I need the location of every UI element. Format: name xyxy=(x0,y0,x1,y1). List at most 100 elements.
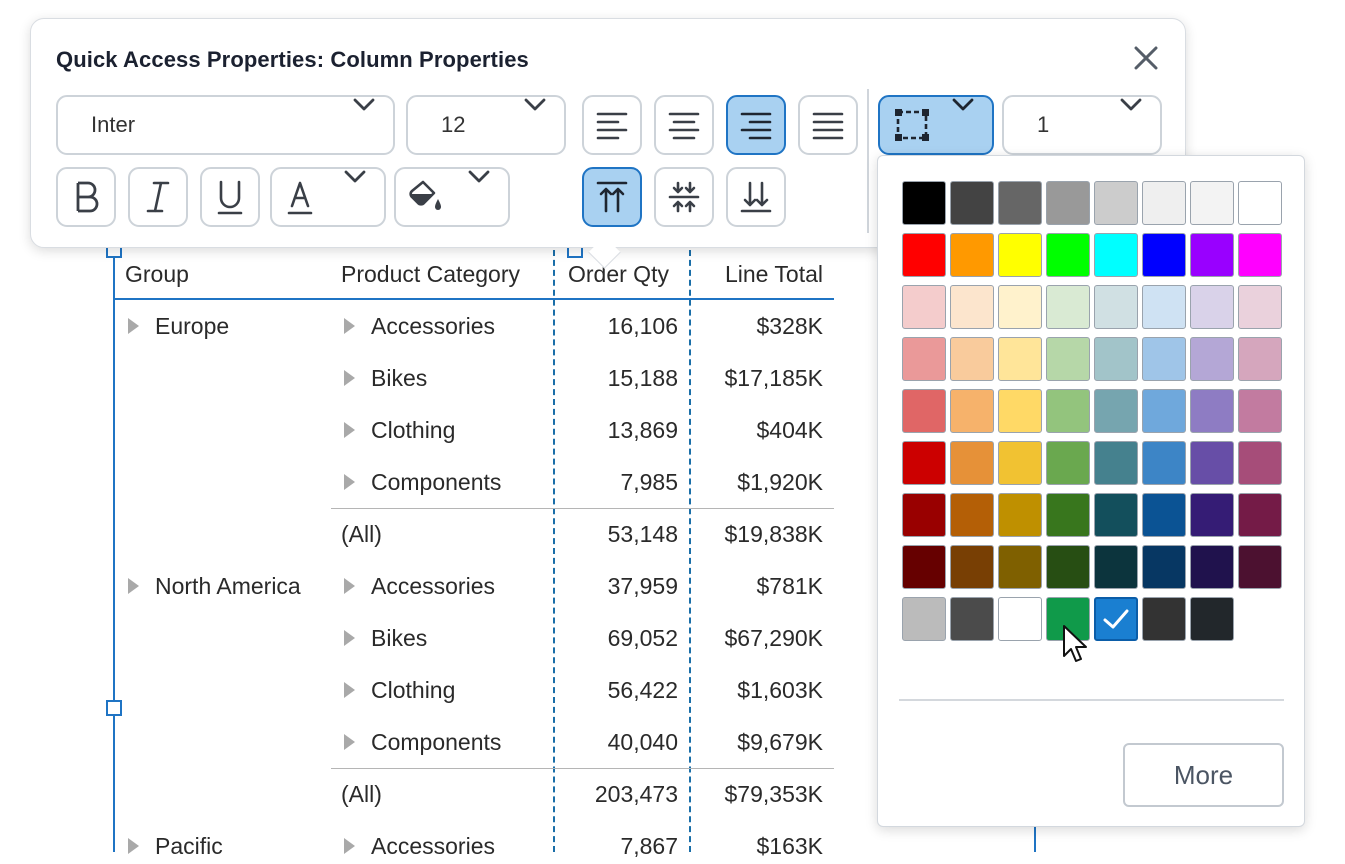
font-size-dropdown[interactable]: 12 xyxy=(406,95,566,155)
color-swatch[interactable] xyxy=(1094,285,1138,329)
align-justify-button[interactable] xyxy=(798,95,858,155)
underline-button[interactable] xyxy=(200,167,260,227)
color-swatch[interactable] xyxy=(1190,441,1234,485)
align-center-button[interactable] xyxy=(654,95,714,155)
fill-color-dropdown[interactable] xyxy=(394,167,510,227)
more-colors-button[interactable]: More xyxy=(1123,743,1284,807)
color-swatch[interactable] xyxy=(1190,389,1234,433)
expand-arrow-icon[interactable] xyxy=(344,734,355,750)
color-swatch[interactable] xyxy=(950,493,994,537)
color-swatch[interactable] xyxy=(1142,389,1186,433)
color-swatch[interactable] xyxy=(1190,181,1234,225)
color-swatch[interactable] xyxy=(1094,389,1138,433)
color-swatch[interactable] xyxy=(1238,441,1282,485)
color-swatch[interactable] xyxy=(1094,233,1138,277)
color-swatch[interactable] xyxy=(1046,441,1090,485)
color-swatch[interactable] xyxy=(902,233,946,277)
color-swatch[interactable] xyxy=(1190,545,1234,589)
expand-arrow-icon[interactable] xyxy=(128,838,139,854)
border-width-dropdown[interactable]: 1 xyxy=(1002,95,1162,155)
color-swatch[interactable] xyxy=(1046,285,1090,329)
color-swatch[interactable] xyxy=(1142,493,1186,537)
color-swatch[interactable] xyxy=(950,389,994,433)
header-group[interactable]: Group xyxy=(125,261,189,287)
color-swatch[interactable] xyxy=(998,181,1042,225)
align-right-button[interactable] xyxy=(726,95,786,155)
header-line-total[interactable]: Line Total xyxy=(724,261,823,287)
color-swatch[interactable] xyxy=(902,285,946,329)
color-swatch[interactable] xyxy=(902,181,946,225)
valign-top-button[interactable] xyxy=(582,167,642,227)
header-order-qty[interactable]: Order Qty xyxy=(568,261,669,287)
color-swatch[interactable] xyxy=(1238,545,1282,589)
border-style-dropdown[interactable] xyxy=(878,95,994,155)
color-swatch[interactable] xyxy=(1190,285,1234,329)
color-swatch[interactable] xyxy=(1046,493,1090,537)
color-swatch[interactable] xyxy=(902,545,946,589)
color-swatch[interactable] xyxy=(1238,233,1282,277)
color-swatch[interactable] xyxy=(1238,181,1282,225)
color-swatch[interactable] xyxy=(1046,233,1090,277)
color-swatch[interactable] xyxy=(1142,545,1186,589)
color-swatch[interactable] xyxy=(902,493,946,537)
color-swatch[interactable] xyxy=(1046,389,1090,433)
expand-arrow-icon[interactable] xyxy=(344,578,355,594)
color-swatch[interactable] xyxy=(1238,389,1282,433)
color-swatch[interactable] xyxy=(1238,285,1282,329)
expand-arrow-icon[interactable] xyxy=(344,630,355,646)
color-swatch[interactable] xyxy=(950,181,994,225)
expand-arrow-icon[interactable] xyxy=(344,370,355,386)
color-swatch[interactable] xyxy=(998,389,1042,433)
color-swatch[interactable] xyxy=(1142,285,1186,329)
color-swatch[interactable] xyxy=(902,441,946,485)
color-swatch[interactable] xyxy=(1190,493,1234,537)
expand-arrow-icon[interactable] xyxy=(344,318,355,334)
color-swatch[interactable] xyxy=(1094,337,1138,381)
color-swatch[interactable] xyxy=(950,285,994,329)
close-button[interactable] xyxy=(1133,45,1159,71)
expand-arrow-icon[interactable] xyxy=(128,318,139,334)
color-swatch[interactable] xyxy=(950,233,994,277)
color-swatch[interactable] xyxy=(1142,181,1186,225)
color-swatch[interactable] xyxy=(1094,493,1138,537)
color-swatch[interactable] xyxy=(998,441,1042,485)
align-left-button[interactable] xyxy=(582,95,642,155)
font-family-dropdown[interactable]: Inter xyxy=(56,95,395,155)
color-swatch[interactable] xyxy=(1142,597,1186,641)
valign-middle-button[interactable] xyxy=(654,167,714,227)
color-swatch[interactable] xyxy=(1094,441,1138,485)
text-color-dropdown[interactable] xyxy=(270,167,386,227)
color-swatch[interactable] xyxy=(902,337,946,381)
color-swatch[interactable] xyxy=(998,337,1042,381)
color-swatch[interactable] xyxy=(1046,337,1090,381)
color-swatch[interactable] xyxy=(998,545,1042,589)
resize-handle[interactable] xyxy=(106,700,122,716)
expand-arrow-icon[interactable] xyxy=(344,474,355,490)
expand-arrow-icon[interactable] xyxy=(128,578,139,594)
color-swatch[interactable] xyxy=(902,597,946,641)
expand-arrow-icon[interactable] xyxy=(344,682,355,698)
bold-button[interactable] xyxy=(56,167,116,227)
italic-button[interactable] xyxy=(128,167,188,227)
expand-arrow-icon[interactable] xyxy=(344,838,355,854)
color-swatch[interactable] xyxy=(998,493,1042,537)
color-swatch[interactable] xyxy=(950,441,994,485)
color-swatch[interactable] xyxy=(1238,337,1282,381)
color-swatch[interactable] xyxy=(1142,337,1186,381)
color-swatch[interactable] xyxy=(1190,597,1234,641)
color-swatch[interactable] xyxy=(1238,493,1282,537)
color-swatch[interactable] xyxy=(998,597,1042,641)
color-swatch[interactable] xyxy=(950,545,994,589)
color-swatch[interactable] xyxy=(950,597,994,641)
color-swatch[interactable] xyxy=(1190,337,1234,381)
color-swatch[interactable] xyxy=(1094,181,1138,225)
expand-arrow-icon[interactable] xyxy=(344,422,355,438)
color-swatch[interactable] xyxy=(998,285,1042,329)
color-swatch[interactable] xyxy=(1142,441,1186,485)
header-product-category[interactable]: Product Category xyxy=(341,261,520,287)
color-swatch[interactable] xyxy=(1094,597,1138,641)
color-swatch[interactable] xyxy=(1094,545,1138,589)
color-swatch[interactable] xyxy=(1190,233,1234,277)
color-swatch[interactable] xyxy=(902,389,946,433)
color-swatch[interactable] xyxy=(998,233,1042,277)
